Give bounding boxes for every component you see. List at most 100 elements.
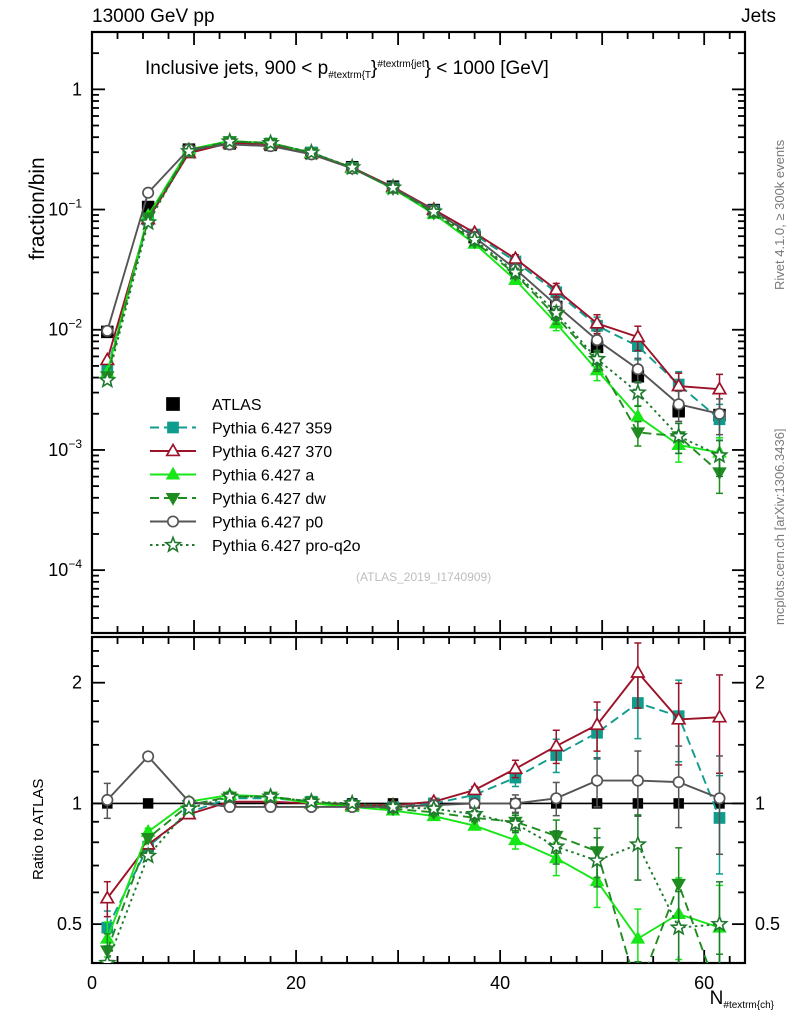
data-marker [138, 846, 158, 864]
data-marker [302, 142, 321, 161]
data-marker [165, 466, 181, 480]
legend-item[interactable]: Pythia 6.427 dw [150, 491, 326, 508]
legend-item[interactable]: Pythia 6.427 370 [150, 442, 332, 461]
data-marker [628, 834, 648, 853]
series-line-ratio [106, 754, 720, 808]
data-marker [507, 760, 524, 775]
data-marker [670, 377, 687, 392]
axis-ticks [91, 31, 745, 964]
legend-item[interactable]: ATLAS [166, 397, 262, 414]
plot-title: Inclusive jets, 900 < p#textrm{T}#textrm… [145, 58, 549, 81]
series-line-ratio [106, 795, 709, 963]
series-line [106, 140, 721, 474]
series-line [106, 142, 720, 391]
data-marker [548, 281, 564, 296]
data-marker [548, 737, 564, 752]
data-marker [546, 303, 566, 321]
y-tick-label-ratio-right: 2 [755, 673, 765, 693]
data-marker [508, 832, 523, 846]
data-marker [98, 370, 117, 389]
legend-label: Pythia 6.427 a [212, 468, 314, 485]
ratio-panel-frame [90, 635, 747, 965]
data-marker [342, 793, 362, 812]
data-marker [546, 836, 566, 855]
legend-label: Pythia 6.427 p0 [212, 515, 323, 532]
series-line [106, 143, 720, 415]
title-post: } < 1000 [GeV] [424, 58, 549, 79]
y-tick-label: 10−3 [48, 437, 82, 460]
header-category-label: Jets [741, 6, 776, 27]
title-mid: } [371, 58, 378, 79]
legend-label: Pythia 6.427 370 [212, 444, 332, 461]
data-marker [589, 716, 605, 731]
data-marker [465, 230, 484, 248]
title-pre: Inclusive jets, 900 < p [145, 58, 329, 79]
data-marker [672, 398, 685, 411]
header-beam-label: 13000 GeV pp [92, 6, 215, 27]
y-tick-label-ratio: 1 [72, 793, 82, 813]
title-sup: #textrm{jet [377, 59, 425, 70]
y-tick-label-ratio: 2 [72, 673, 82, 693]
data-marker [465, 804, 484, 823]
data-marker [166, 397, 180, 411]
data-marker [166, 515, 180, 528]
data-marker [383, 797, 403, 815]
y-tick-label-ratio-right: 1 [755, 793, 765, 813]
data-marker [630, 664, 646, 678]
data-marker [424, 798, 444, 817]
main-panel-series [98, 131, 729, 495]
data-marker [165, 442, 181, 457]
data-marker [670, 711, 687, 725]
data-marker [142, 186, 155, 199]
y-tick-label: 10−4 [48, 557, 82, 580]
legend-label: Pythia 6.427 359 [212, 421, 332, 438]
data-marker [630, 427, 646, 441]
x-tick-label: 0 [87, 973, 97, 993]
data-marker [466, 781, 483, 796]
legend-item[interactable]: Pythia 6.427 359 [150, 421, 332, 438]
data-marker [710, 914, 729, 933]
data-marker [101, 793, 114, 807]
y-tick-label-ratio-right: 0.5 [755, 914, 780, 934]
data-marker [264, 800, 277, 813]
data-marker [99, 890, 116, 904]
data-marker [672, 776, 685, 789]
series-line-ratio [106, 671, 720, 899]
data-marker [179, 141, 199, 160]
data-marker [509, 797, 522, 810]
data-marker [383, 177, 403, 196]
x-tick-label: 60 [694, 973, 714, 993]
y-tick-label: 10−2 [48, 317, 82, 340]
data-marker [669, 426, 688, 445]
data-marker [713, 792, 726, 805]
legend-item[interactable]: Pythia 6.427 p0 [150, 515, 323, 532]
legend-label: ATLAS [212, 397, 262, 414]
x-axis-label-sub: #textrm{ch} [723, 1000, 774, 1011]
data-marker [711, 381, 728, 395]
legend-item[interactable]: Pythia 6.427 a [150, 466, 314, 485]
main-panel-frame [90, 30, 747, 635]
data-marker [179, 798, 199, 817]
data-marker [261, 133, 280, 152]
data-marker [710, 445, 729, 464]
data-marker [302, 791, 321, 810]
data-marker [591, 334, 604, 347]
data-marker [631, 363, 644, 376]
series-line-ratio [106, 795, 720, 963]
data-marker [506, 262, 525, 281]
data-marker [220, 131, 240, 150]
legend-item[interactable]: Pythia 6.427 pro-q2o [150, 535, 361, 555]
data-marker [98, 953, 117, 963]
data-marker [587, 349, 607, 367]
series-line [106, 140, 720, 457]
data-marker [711, 709, 728, 723]
data-marker [713, 407, 726, 420]
data-marker [163, 535, 183, 553]
data-marker [632, 987, 644, 998]
data-marker [142, 798, 154, 809]
legend: ATLAS Pythia 6.427 359 Pythia 6.427 370 Pyt… [150, 397, 361, 555]
series-line-ratio [106, 701, 721, 929]
data-marker [101, 324, 114, 337]
data-marker [630, 328, 646, 343]
